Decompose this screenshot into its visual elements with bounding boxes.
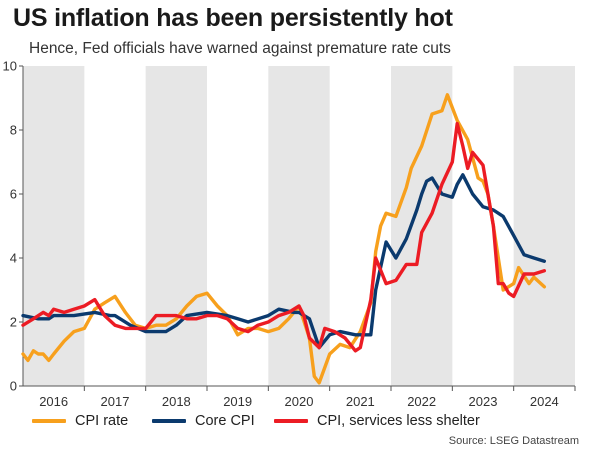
chart-subtitle: Hence, Fed officials have warned against… xyxy=(29,40,451,57)
legend-item-cpi: CPI rate xyxy=(32,413,128,429)
y-tick-label-8: 8 xyxy=(10,123,17,138)
y-tick-label-4: 4 xyxy=(10,251,17,266)
year-band-2018 xyxy=(145,66,207,386)
series-line-services xyxy=(21,121,546,353)
legend-swatch-services xyxy=(274,419,308,423)
year-band-2016 xyxy=(23,66,85,386)
legend-label-core: Core CPI xyxy=(195,413,255,429)
x-tick-label-2017: 2017 xyxy=(101,394,130,409)
x-tick-label-2018: 2018 xyxy=(162,394,191,409)
y-tick-label-10: 10 xyxy=(3,59,17,74)
y-tick-label-6: 6 xyxy=(10,187,17,202)
y-tick-label-0: 0 xyxy=(10,379,17,394)
x-tick-label-2019: 2019 xyxy=(223,394,252,409)
legend-label-cpi: CPI rate xyxy=(75,413,129,429)
x-tick-label-2023: 2023 xyxy=(469,394,498,409)
year-band-2022 xyxy=(391,66,453,386)
x-tick-label-2016: 2016 xyxy=(39,394,68,409)
legend-swatch-core xyxy=(152,419,186,423)
y-tick-label-2: 2 xyxy=(10,315,17,330)
x-tick-label-2022: 2022 xyxy=(407,394,436,409)
chart-title: US inflation has been persistently hot xyxy=(13,4,453,32)
x-tick-label-2020: 2020 xyxy=(285,394,314,409)
x-tick-label-2021: 2021 xyxy=(346,394,375,409)
chart-legend: CPI rate Core CPI CPI, services less she… xyxy=(0,413,600,433)
year-band-2024 xyxy=(513,66,575,386)
year-band-2020 xyxy=(268,66,330,386)
source-note: Source: LSEG Datastream xyxy=(448,435,579,447)
legend-label-services: CPI, services less shelter xyxy=(317,413,480,429)
legend-swatch-cpi xyxy=(32,419,66,423)
legend-item-services: CPI, services less shelter xyxy=(274,413,480,429)
line-chart: 0 2 4 6 8 10 2016 2017 2018 2019 2020 2021 2022 2023 2… xyxy=(3,59,576,409)
legend-item-core: Core CPI xyxy=(152,413,255,429)
x-tick-label-2024: 2024 xyxy=(530,394,559,409)
